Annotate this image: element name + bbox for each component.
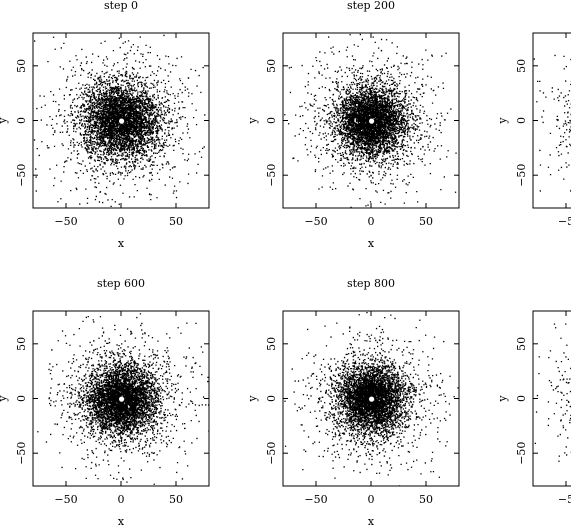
center-marker [119,118,125,124]
x-tick-label: 0 [118,215,125,228]
plot-frame [532,310,571,487]
y-tick-label: 50 [515,337,528,351]
y-axis-label: y [246,395,259,403]
y-tick-label: −50 [515,442,528,465]
x-tick-label: 50 [419,493,433,506]
x-tick-label: 0 [368,493,375,506]
panel-2: −50 0 50 −50 0 50 step 200 x y [246,0,460,250]
panel-3: −5 −50 0 50 y [496,32,571,228]
y-axis-label: y [0,117,9,125]
x-tick-label: −50 [54,493,77,506]
y-tick-label: −50 [265,442,278,465]
y-tick-label: −50 [265,164,278,187]
x-tick-label: 0 [118,493,125,506]
scatter-points [533,54,571,192]
x-tick-label: −5 [558,215,571,228]
center-marker [369,118,375,124]
panel-title: step 200 [347,0,395,12]
y-axis-label: y [246,117,259,125]
y-tick-label: −50 [15,164,28,187]
panel-6: −5 −50 0 50 y [496,310,571,506]
center-marker [369,396,375,402]
y-tick-label: 0 [15,395,28,402]
y-tick-label: 0 [265,395,278,402]
x-axis-label: x [118,515,125,526]
y-axis-label: y [496,395,509,403]
y-tick-label: 50 [15,59,28,73]
x-tick-label: 0 [368,215,375,228]
panel-title: step 600 [97,277,145,290]
y-tick-label: 0 [15,117,28,124]
x-tick-label: 50 [169,215,183,228]
x-tick-label: −50 [54,215,77,228]
scatter-points [534,323,571,462]
x-tick-label: −50 [304,493,327,506]
x-tick-label: 50 [419,215,433,228]
x-tick-label: 50 [169,493,183,506]
x-tick-label: −5 [558,493,571,506]
panel-1: −50 0 50 −50 0 50 step 0 x y [0,0,210,250]
y-tick-label: 50 [515,59,528,73]
x-axis-label: x [368,515,375,526]
panel-title: step 0 [104,0,138,12]
y-tick-label: 0 [515,395,528,402]
y-tick-label: −50 [515,164,528,187]
y-tick-label: −50 [15,442,28,465]
y-axis-label: y [0,395,9,403]
x-axis-label: x [118,237,125,250]
panel-title: step 800 [347,277,395,290]
data-points [534,323,571,462]
y-tick-label: 50 [15,337,28,351]
data-points [533,54,571,192]
panel-4: −50 0 50 −50 0 50 step 600 x y [0,277,210,526]
x-axis-label: x [368,237,375,250]
y-tick-label: 0 [265,117,278,124]
y-tick-label: 0 [515,117,528,124]
panel-5: −50 0 50 −50 0 50 step 800 x y [246,277,460,526]
x-tick-label: −50 [304,215,327,228]
y-tick-label: 50 [265,337,278,351]
y-tick-label: 50 [265,59,278,73]
y-axis-label: y [496,117,509,125]
center-marker [119,396,125,402]
